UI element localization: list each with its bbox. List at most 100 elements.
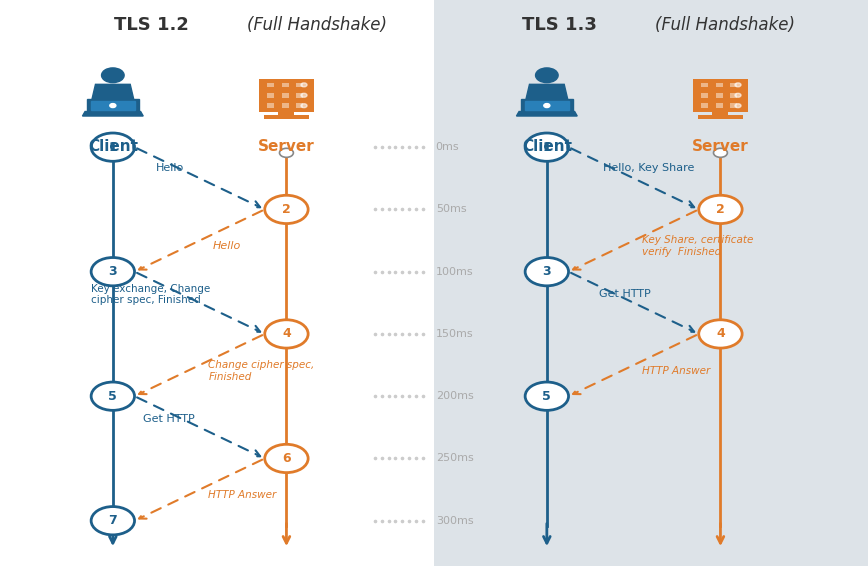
- Circle shape: [102, 68, 124, 83]
- Text: 150ms: 150ms: [436, 329, 473, 339]
- FancyBboxPatch shape: [434, 0, 868, 566]
- Circle shape: [699, 320, 742, 348]
- FancyBboxPatch shape: [698, 115, 743, 119]
- FancyBboxPatch shape: [730, 83, 737, 87]
- FancyBboxPatch shape: [267, 83, 274, 87]
- Text: 2: 2: [716, 203, 725, 216]
- FancyBboxPatch shape: [701, 83, 708, 87]
- Circle shape: [525, 258, 569, 286]
- FancyBboxPatch shape: [296, 93, 303, 97]
- Text: Get HTTP: Get HTTP: [143, 414, 195, 424]
- Text: Hello: Hello: [213, 241, 241, 251]
- Circle shape: [301, 104, 307, 108]
- FancyBboxPatch shape: [715, 93, 723, 97]
- Circle shape: [91, 258, 135, 286]
- FancyBboxPatch shape: [730, 93, 737, 97]
- Text: Server: Server: [258, 139, 315, 154]
- Circle shape: [540, 148, 554, 157]
- Text: TLS 1.3: TLS 1.3: [523, 16, 597, 35]
- Circle shape: [279, 148, 293, 157]
- FancyBboxPatch shape: [279, 110, 294, 115]
- Polygon shape: [525, 101, 569, 110]
- Polygon shape: [87, 99, 139, 112]
- Text: Hello, Key Share: Hello, Key Share: [603, 163, 694, 173]
- FancyBboxPatch shape: [267, 93, 274, 97]
- Text: 3: 3: [108, 265, 117, 278]
- Circle shape: [735, 93, 741, 97]
- FancyBboxPatch shape: [296, 83, 303, 87]
- Text: 100ms: 100ms: [436, 267, 473, 277]
- Circle shape: [106, 148, 120, 157]
- Circle shape: [735, 104, 741, 108]
- Text: 6: 6: [282, 452, 291, 465]
- Polygon shape: [82, 112, 143, 116]
- FancyBboxPatch shape: [260, 100, 313, 112]
- FancyBboxPatch shape: [694, 79, 747, 91]
- Text: (Full Handshake): (Full Handshake): [247, 16, 387, 35]
- Text: Key exchange, Change
cipher spec, Finished: Key exchange, Change cipher spec, Finish…: [91, 284, 210, 305]
- Text: 1: 1: [542, 141, 551, 153]
- Text: Client: Client: [522, 139, 572, 154]
- Text: Hello: Hello: [156, 163, 185, 173]
- Polygon shape: [526, 84, 568, 99]
- Text: HTTP Answer: HTTP Answer: [208, 490, 277, 500]
- Circle shape: [699, 195, 742, 224]
- FancyBboxPatch shape: [694, 89, 747, 101]
- Circle shape: [265, 195, 308, 224]
- Text: 7: 7: [108, 514, 117, 527]
- Polygon shape: [91, 101, 135, 110]
- Text: 4: 4: [282, 328, 291, 340]
- Text: 50ms: 50ms: [436, 204, 466, 215]
- Text: 5: 5: [542, 390, 551, 402]
- Text: Get HTTP: Get HTTP: [599, 289, 651, 299]
- Circle shape: [91, 507, 135, 535]
- FancyBboxPatch shape: [715, 83, 723, 87]
- Text: Change cipher spec,
Finished: Change cipher spec, Finished: [208, 360, 314, 381]
- Text: 0ms: 0ms: [436, 142, 459, 152]
- Polygon shape: [516, 112, 577, 116]
- FancyBboxPatch shape: [713, 110, 728, 115]
- FancyBboxPatch shape: [701, 104, 708, 108]
- FancyBboxPatch shape: [281, 104, 289, 108]
- FancyBboxPatch shape: [715, 104, 723, 108]
- Circle shape: [265, 320, 308, 348]
- Circle shape: [543, 104, 550, 108]
- FancyBboxPatch shape: [281, 83, 289, 87]
- Text: Server: Server: [692, 139, 749, 154]
- FancyBboxPatch shape: [694, 100, 747, 112]
- Circle shape: [301, 83, 307, 87]
- Circle shape: [735, 83, 741, 87]
- FancyBboxPatch shape: [267, 104, 274, 108]
- Circle shape: [265, 444, 308, 473]
- FancyBboxPatch shape: [260, 79, 313, 91]
- Text: 5: 5: [108, 390, 117, 402]
- Text: 4: 4: [716, 328, 725, 340]
- Text: 250ms: 250ms: [436, 453, 473, 464]
- FancyBboxPatch shape: [296, 104, 303, 108]
- Text: HTTP Answer: HTTP Answer: [642, 366, 711, 376]
- Polygon shape: [92, 84, 134, 99]
- Text: (Full Handshake): (Full Handshake): [655, 16, 795, 35]
- Circle shape: [109, 104, 116, 108]
- Text: 300ms: 300ms: [436, 516, 473, 526]
- Polygon shape: [521, 99, 573, 112]
- FancyBboxPatch shape: [281, 93, 289, 97]
- Text: Client: Client: [88, 139, 138, 154]
- Text: TLS 1.2: TLS 1.2: [115, 16, 189, 35]
- Circle shape: [525, 133, 569, 161]
- FancyBboxPatch shape: [730, 104, 737, 108]
- FancyBboxPatch shape: [264, 115, 309, 119]
- Circle shape: [91, 382, 135, 410]
- FancyBboxPatch shape: [0, 0, 434, 566]
- Circle shape: [91, 133, 135, 161]
- Text: 3: 3: [542, 265, 551, 278]
- Circle shape: [301, 93, 307, 97]
- Circle shape: [713, 148, 727, 157]
- Text: 1: 1: [108, 141, 117, 153]
- FancyBboxPatch shape: [701, 93, 708, 97]
- Circle shape: [525, 382, 569, 410]
- Text: Key Share, certificate
verify  Finished: Key Share, certificate verify Finished: [642, 235, 753, 257]
- Text: 200ms: 200ms: [436, 391, 473, 401]
- Circle shape: [536, 68, 558, 83]
- FancyBboxPatch shape: [260, 89, 313, 101]
